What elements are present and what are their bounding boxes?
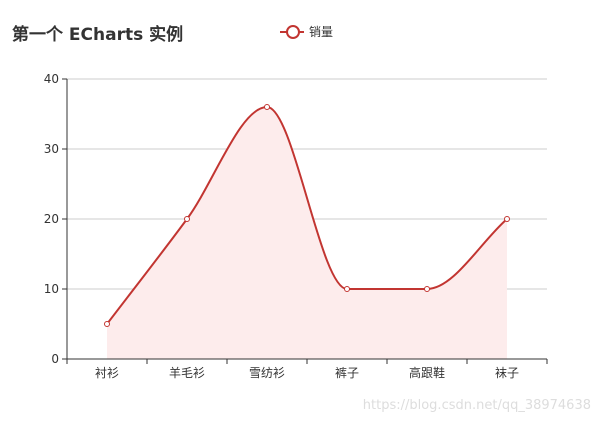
x-tick-label: 衬衫: [95, 366, 119, 380]
data-point: [184, 216, 190, 222]
data-point: [504, 216, 510, 222]
data-point: [424, 286, 430, 292]
y-tick-label: 0: [51, 352, 59, 366]
x-tick-label: 裤子: [335, 366, 359, 380]
data-points: [104, 104, 510, 327]
axes: 0 10 20 30 40 衬衫 羊毛衫 雪纺衫 裤子 高跟鞋 袜子: [44, 72, 548, 380]
data-point: [104, 321, 110, 327]
legend-line-circle-icon: [280, 24, 304, 39]
x-tick-label: 袜子: [495, 366, 519, 380]
chart-legend[interactable]: 销量: [280, 22, 333, 40]
x-tick-label: 羊毛衫: [169, 365, 205, 380]
series-area-fill: [107, 107, 507, 359]
y-tick-label: 40: [44, 72, 59, 86]
watermark: https://blog.csdn.net/qq_38974638: [362, 398, 591, 413]
y-tick-label: 30: [44, 142, 59, 156]
data-point: [264, 104, 270, 110]
legend-label: 销量: [309, 24, 334, 39]
chart-title: 第一个 ECharts 实例: [12, 25, 184, 45]
x-tick-label: 高跟鞋: [409, 365, 445, 380]
y-tick-label: 20: [44, 212, 59, 226]
y-tick-label: 10: [44, 282, 59, 296]
series-area: [107, 107, 507, 359]
x-tick-label: 雪纺衫: [249, 366, 285, 380]
data-point: [344, 286, 350, 292]
